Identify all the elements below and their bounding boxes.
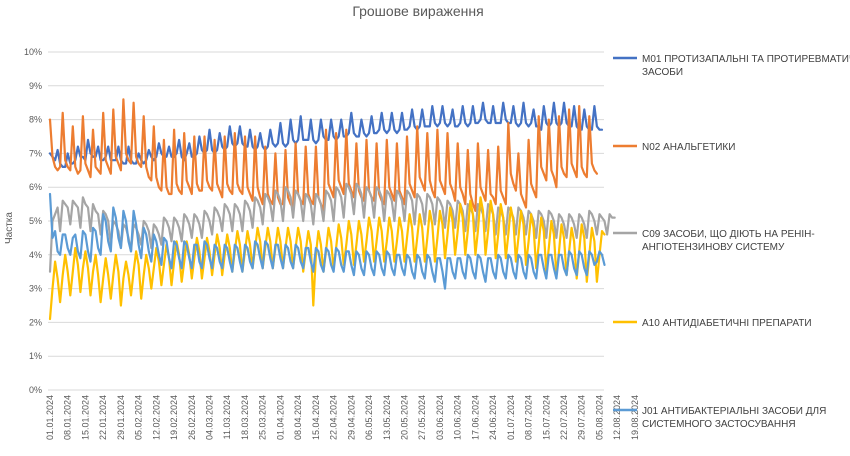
x-tick-label: 03.06.2024 [435,395,445,440]
x-tick-label: 22.07.2024 [559,395,569,440]
y-tick-label: 2% [29,317,42,327]
x-axis-ticks: 01.01.2024 08.01.2024 15.01.2024 22.01.2024… [45,395,640,440]
x-tick-label: 15.01.2024 [80,395,90,440]
series-lines [48,98,616,321]
x-tick-label: 12.02.2024 [151,395,161,440]
x-tick-label: 01.04.2024 [275,395,285,440]
chart-title: Грошове вираження [352,3,483,19]
x-tick-label: 15.07.2024 [541,395,551,440]
x-tick-label: 19.02.2024 [169,395,179,440]
x-tick-label: 08.01.2024 [63,395,73,440]
x-tick-label: 05.08.2024 [595,395,605,440]
y-tick-label: 10% [24,47,42,57]
x-tick-label: 17.06.2024 [470,395,480,440]
x-tick-label: 29.07.2024 [577,395,587,440]
legend-label: M01 ПРОТИЗАПАЛЬНІ ТА ПРОТИРЕВМАТИЧНІ ЗАСО… [642,54,850,78]
x-tick-label: 11.03.2024 [222,395,232,439]
y-tick-label: 1% [29,351,42,361]
x-tick-label: 05.02.2024 [134,395,144,440]
x-tick-label: 12.08.2024 [612,395,622,440]
legend-label: C09 ЗАСОБИ, ЩО ДІЮТЬ НА РЕНІН-АНГІОТЕНЗИ… [642,229,815,253]
x-tick-label: 01.07.2024 [506,395,516,440]
y-tick-label: 0% [29,385,42,395]
x-tick-label: 18.03.2024 [240,395,250,440]
y-tick-label: 7% [29,148,42,158]
legend-label: N02 АНАЛЬГЕТИКИ [642,142,735,153]
x-tick-label: 06.05.2024 [364,395,374,440]
x-tick-label: 15.04.2024 [311,395,321,440]
y-tick-label: 9% [29,81,42,91]
x-tick-label: 22.04.2024 [329,395,339,440]
y-tick-label: 3% [29,284,42,294]
x-tick-label: 25.03.2024 [258,395,268,440]
legend-label: J01 АНТИБАКТЕРІАЛЬНІ ЗАСОБИ ДЛЯ СИСТЕМНОГ… [642,406,826,430]
legend: M01 ПРОТИЗАПАЛЬНІ ТА ПРОТИРЕВМАТИЧНІ ЗАСО… [613,54,850,430]
legend-item: M01 ПРОТИЗАПАЛЬНІ ТА ПРОТИРЕВМАТИЧНІ ЗАСО… [613,54,850,78]
legend-label: A10 АНТИДІАБЕТИЧНІ ПРЕПАРАТИ [642,318,812,329]
y-tick-label: 5% [29,216,42,226]
series-line-5 [48,192,606,290]
x-tick-label: 01.01.2024 [45,395,55,440]
y-tick-label: 8% [29,115,42,125]
y-tick-label: 4% [29,250,42,260]
legend-item: A10 АНТИДІАБЕТИЧНІ ПРЕПАРАТИ [613,318,812,329]
y-axis-label: Частка [4,212,15,244]
y-axis-ticks: 0% 1% 2% 3% 4% 5% 6% 7% 8% 9% 10% [24,47,42,395]
legend-item: C09 ЗАСОБИ, ЩО ДІЮТЬ НА РЕНІН-АНГІОТЕНЗИ… [613,229,815,253]
x-tick-label: 19.08.2024 [630,395,640,440]
legend-item: J01 АНТИБАКТЕРІАЛЬНІ ЗАСОБИ ДЛЯ СИСТЕМНОГ… [613,406,826,430]
x-tick-label: 26.02.2024 [187,395,197,440]
x-tick-label: 29.04.2024 [346,395,356,440]
x-tick-label: 24.06.2024 [488,395,498,440]
x-tick-label: 27.05.2024 [417,395,427,440]
series-line-4 [48,196,606,321]
y-tick-label: 6% [29,182,42,192]
x-tick-label: 08.04.2024 [293,395,303,440]
x-tick-label: 10.06.2024 [453,395,463,440]
x-tick-label: 08.07.2024 [524,395,534,440]
x-tick-label: 29.01.2024 [116,395,126,440]
x-tick-label: 04.03.2024 [205,395,215,440]
x-tick-label: 13.05.2024 [382,395,392,440]
x-tick-label: 22.01.2024 [98,395,108,440]
legend-item: N02 АНАЛЬГЕТИКИ [613,142,735,153]
x-tick-label: 20.05.2024 [400,395,410,440]
